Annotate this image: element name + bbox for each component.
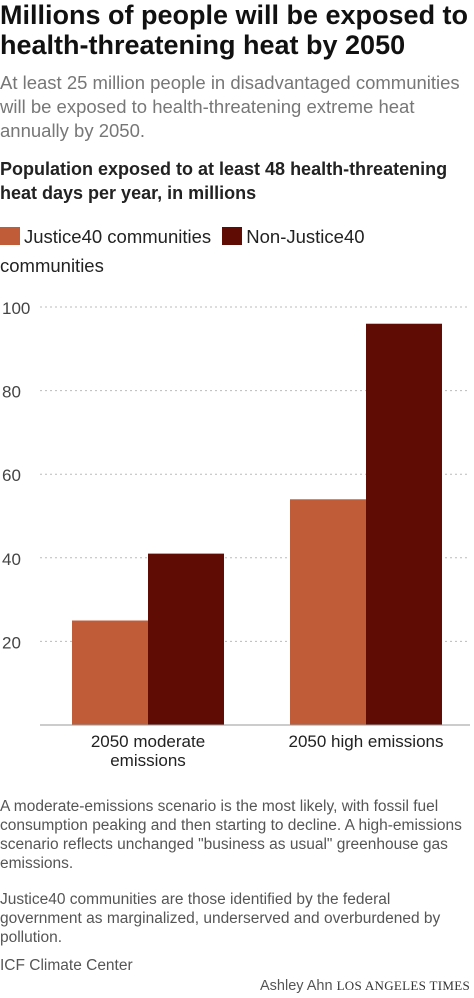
x-tick-label: 2050 moderate bbox=[91, 732, 205, 751]
legend-label-justice40: Justice40 communities bbox=[24, 226, 212, 247]
y-tick-label: 80 bbox=[2, 383, 21, 402]
y-tick-label: 40 bbox=[2, 550, 21, 569]
bar-non-justice40-1 bbox=[366, 323, 442, 725]
chart-title: Population exposed to at least 48 health… bbox=[0, 159, 448, 203]
credit-author: Ashley Ahn bbox=[260, 978, 333, 994]
legend-swatch-justice40 bbox=[0, 227, 20, 245]
x-tick-label: 2050 high emissions bbox=[289, 732, 444, 751]
x-tick-label: emissions bbox=[110, 751, 186, 770]
bar-justice40-1 bbox=[290, 499, 366, 725]
footnote-emissions: A moderate-emissions scenario is the mos… bbox=[0, 798, 462, 872]
dek: At least 25 million people in disadvanta… bbox=[0, 72, 460, 141]
bar-justice40-0 bbox=[72, 620, 148, 725]
legend: Justice40 communities Non-Justice40 comm… bbox=[0, 222, 470, 280]
bar-non-justice40-0 bbox=[148, 553, 224, 725]
credit: Ashley Ahn LOS ANGELES TIMES bbox=[260, 978, 470, 994]
legend-swatch-non-justice40 bbox=[222, 227, 243, 245]
legend-item-justice40: Justice40 communities bbox=[0, 226, 211, 247]
y-tick-label: 20 bbox=[2, 633, 21, 652]
source: ICF Climate Center bbox=[0, 957, 133, 974]
y-tick-label: 60 bbox=[2, 466, 21, 485]
y-tick-label: 100 bbox=[2, 299, 30, 318]
headline: Millions of people will be exposed to he… bbox=[0, 0, 469, 60]
legend-item-non-justice40: Non-Justice40 communities bbox=[0, 226, 365, 276]
publication-logo: LOS ANGELES TIMES bbox=[336, 978, 470, 993]
footnote-justice40: Justice40 communities are those identifi… bbox=[0, 891, 441, 946]
legend-label-non-justice40: Non-Justice40 communities bbox=[0, 226, 365, 276]
